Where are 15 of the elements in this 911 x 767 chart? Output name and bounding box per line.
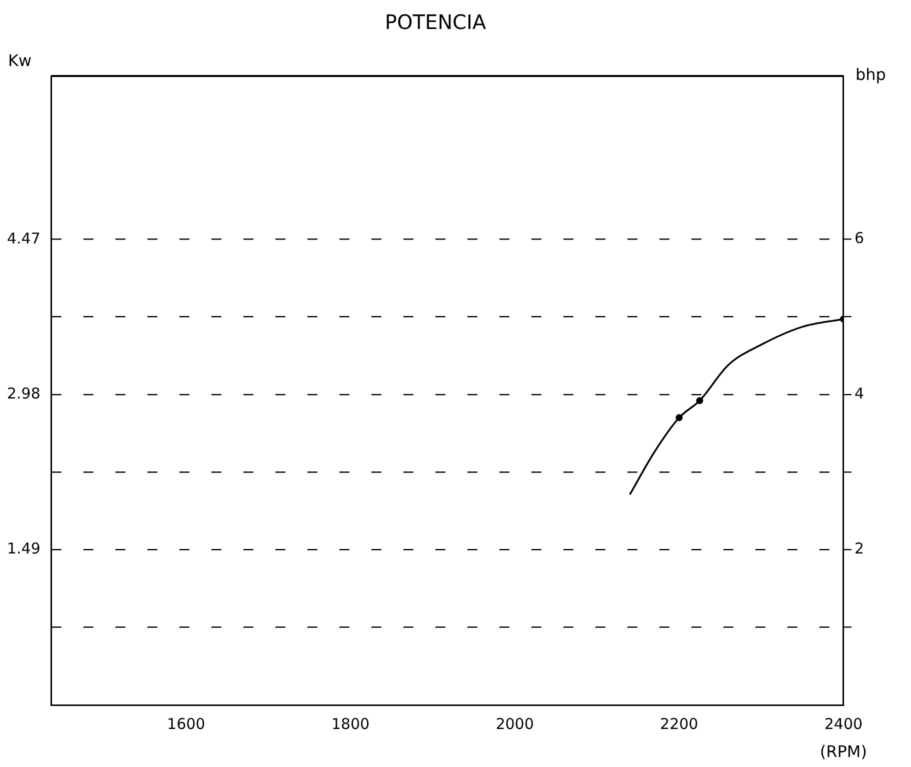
chart-title: POTENCIA [384, 10, 486, 34]
y-axis-title: Kw [8, 51, 32, 70]
x-tick-label: 2400 [824, 714, 863, 733]
x-tick-label: 2200 [660, 714, 698, 733]
x-tick-label: 2000 [496, 714, 534, 733]
x-tick-label: 1600 [167, 714, 206, 733]
y-tick-label: 1.49 [6, 540, 40, 558]
y-tick-label: 2.98 [6, 384, 40, 403]
y2-axis-title: bhp [855, 65, 886, 84]
y-tick-label: 4.47 [6, 229, 40, 248]
y2-tick-label: 4 [854, 384, 864, 402]
x-axis-title: (RPM) [820, 742, 867, 762]
y2-tick-label: 2 [854, 540, 864, 558]
x-tick-label: 1800 [331, 714, 370, 733]
y2-tick-label: 6 [854, 228, 864, 247]
